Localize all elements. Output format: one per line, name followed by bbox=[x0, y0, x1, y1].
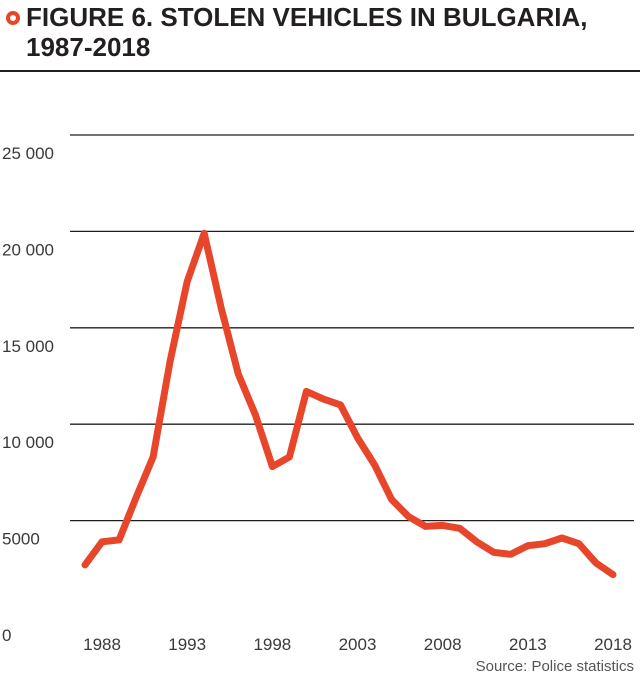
data-point bbox=[220, 308, 222, 309]
data-point bbox=[288, 456, 290, 458]
data-point bbox=[271, 466, 273, 468]
data-point bbox=[203, 232, 205, 234]
x-tick-label: 2003 bbox=[339, 635, 377, 654]
y-tick-label: 25 000 bbox=[2, 144, 54, 163]
title-block: FIGURE 6. STOLEN VEHICLES IN BULGARIA, 1… bbox=[6, 2, 634, 62]
x-axis-tick-labels: 1988 1993 1998 2003 2008 2013 2018 bbox=[83, 635, 632, 654]
data-point bbox=[459, 527, 461, 529]
x-tick-label: 2018 bbox=[594, 635, 632, 654]
x-tick-label: 2008 bbox=[424, 635, 462, 654]
data-point bbox=[357, 437, 358, 439]
data-point bbox=[476, 541, 478, 543]
data-point bbox=[612, 574, 614, 576]
series-line-0 bbox=[81, 229, 617, 579]
data-point bbox=[101, 541, 103, 543]
x-tick-label: 1998 bbox=[253, 635, 291, 654]
data-point bbox=[561, 537, 563, 539]
data-point bbox=[595, 562, 597, 564]
data-point bbox=[493, 551, 495, 553]
data-point bbox=[237, 373, 239, 375]
data-point bbox=[169, 360, 171, 362]
data-point bbox=[84, 564, 86, 566]
data-point bbox=[340, 404, 341, 406]
data-point bbox=[442, 524, 444, 526]
data-point bbox=[374, 464, 375, 466]
title-divider bbox=[0, 70, 640, 72]
source-note: Source: Police statistics bbox=[475, 658, 634, 675]
data-point bbox=[135, 497, 137, 498]
circle-icon bbox=[6, 11, 20, 25]
data-point bbox=[118, 539, 120, 541]
y-tick-label: 10 000 bbox=[2, 433, 54, 452]
data-point bbox=[578, 543, 580, 545]
data-point bbox=[391, 498, 393, 500]
data-point bbox=[544, 543, 546, 545]
gridlines bbox=[70, 134, 634, 522]
data-point bbox=[254, 414, 256, 416]
y-tick-label: 20 000 bbox=[2, 240, 54, 259]
data-point bbox=[408, 516, 410, 518]
data-point bbox=[323, 398, 324, 400]
data-point bbox=[152, 456, 154, 458]
data-point bbox=[186, 281, 188, 282]
data-point bbox=[425, 525, 427, 527]
x-tick-label: 1993 bbox=[168, 635, 206, 654]
chart-title: FIGURE 6. STOLEN VEHICLES IN BULGARIA, 1… bbox=[26, 2, 588, 62]
y-tick-label: 5000 bbox=[2, 530, 40, 549]
y-tick-label: 0 bbox=[2, 626, 11, 645]
data-point bbox=[510, 553, 512, 555]
data-point bbox=[527, 545, 529, 547]
x-tick-label: 2013 bbox=[509, 635, 547, 654]
y-tick-label: 15 000 bbox=[2, 337, 54, 356]
data-point bbox=[305, 390, 307, 392]
x-tick-label: 1988 bbox=[83, 635, 121, 654]
y-axis-tick-labels: 0 5000 10 000 15 000 20 000 25 000 bbox=[2, 144, 54, 645]
series-layer bbox=[81, 229, 617, 579]
